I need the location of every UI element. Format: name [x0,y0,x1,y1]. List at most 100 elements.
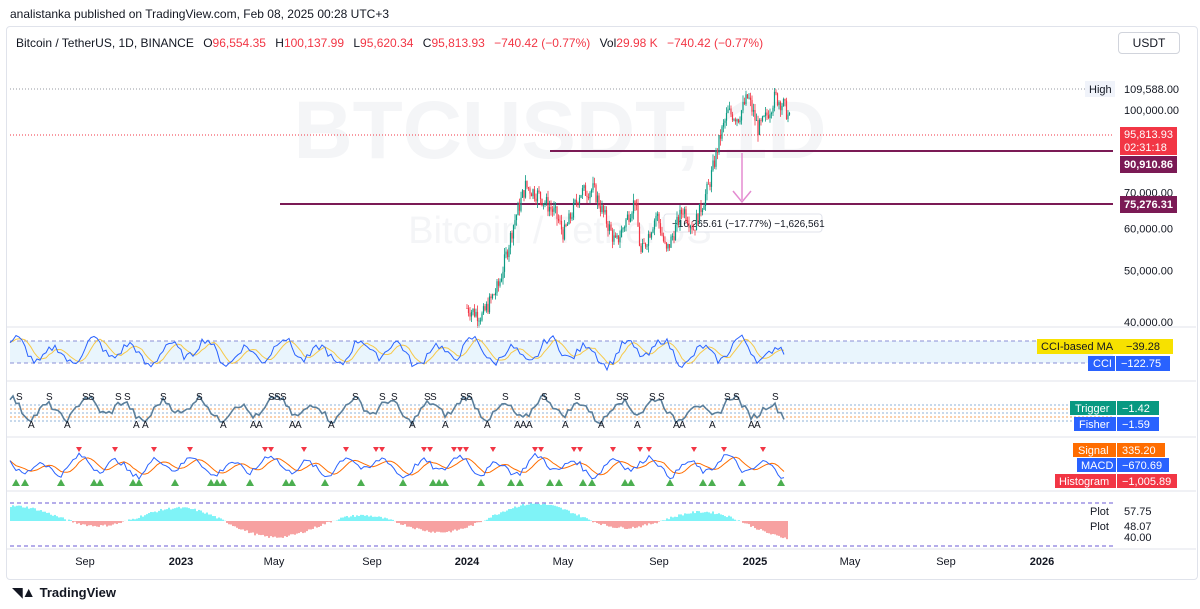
fisher-label: Fisher [1079,419,1110,431]
osc-bar [728,515,730,521]
macd-sell-triangle [427,447,433,452]
osc-bar [364,515,366,521]
candle-body [502,271,504,279]
fisher-buy-marker: A [634,420,641,431]
osc-bar [530,503,532,521]
fisher-sell-marker: S [772,392,779,403]
chart-frame [6,26,1198,580]
candle-body [698,203,701,224]
osc-bar [52,515,54,521]
osc-bar [430,521,432,533]
osc-bar [630,521,632,529]
candle-body [694,229,696,231]
osc-bar [354,516,356,521]
fisher-buy-marker: A [748,420,755,431]
osc-bar [122,521,124,522]
osc-bar [520,505,522,521]
candle-body [769,114,771,119]
osc-bar [434,521,436,533]
candle-body [520,197,522,211]
tradingview-logo-icon: ◥▲ [12,584,36,600]
candle-body [673,236,675,241]
candle-body [482,306,485,314]
candle-body [760,120,762,121]
candle-body [590,189,593,193]
osc-bar [760,521,762,530]
osc-bar [200,510,202,521]
osc-bar [226,521,228,523]
osc-bar [466,521,468,528]
osc-bar [282,521,284,538]
osc-bar [360,514,362,521]
currency-button[interactable]: USDT [1118,32,1180,54]
osc-bar [526,504,528,521]
candle-body [542,203,545,206]
osc-bar [398,521,400,524]
osc-bar [338,519,340,521]
osc-bar [550,504,552,521]
candle-body [772,107,774,114]
candle-body [740,110,743,121]
macd-buy-triangle [21,479,29,486]
osc-bar [510,508,512,521]
candle-body [634,200,636,206]
osc-bar [24,507,26,521]
osc-bar [470,521,472,526]
osc-bar [714,514,716,521]
cci-band [10,341,1113,363]
osc-bar [472,521,474,526]
legend-volume-label: Vol [599,36,617,50]
osc-bar [640,521,642,528]
osc-bar [678,514,680,521]
candle-body [557,218,560,221]
macd-signal-label-box [1073,443,1116,457]
osc-bar [84,521,86,525]
osc-bar [512,508,514,521]
osc-bar [646,521,648,526]
legend-symbol[interactable]: Bitcoin / TetherUS, 1D, BINANCE [16,36,194,50]
osc-bar [402,521,404,525]
time-tick-label: 2023 [169,556,193,568]
candle-body [548,207,551,212]
osc-bar [604,521,606,524]
fisher-sell-marker: S [541,392,548,403]
time-tick-label: Sep [936,556,956,568]
candle-body [779,102,782,111]
osc-bar [656,521,658,524]
macd-buy-triangle [288,479,296,486]
osc-bar [46,512,48,521]
candle-body [599,206,602,213]
candle-body [509,232,512,248]
macd-buy-triangle [171,479,179,486]
macd-sell-triangle [301,447,307,452]
candle-body [710,170,713,187]
osc-bar [296,521,298,534]
osc-bar [68,519,70,521]
osc-bar [194,508,196,521]
osc-bar [626,521,628,529]
osc-bar [560,507,562,521]
candle-body [692,229,695,231]
footer-brand[interactable]: ◥▲ TradingView [12,584,116,601]
candle-body [530,193,533,197]
candle-body [643,243,645,244]
osc-bar [82,521,84,525]
time-tick-label: May [264,556,285,568]
osc-bar [14,506,16,521]
osc-bar [690,513,692,521]
osc-bar [250,521,252,533]
candle-body [584,185,587,196]
osc-bar [206,512,208,521]
osc-bar [694,513,696,521]
osc-bar [506,510,508,521]
candle-body [596,195,599,203]
osc-bar [750,521,752,527]
candle-body [476,311,479,322]
candle-body [706,183,708,195]
candle-body [598,195,600,207]
candle-body [716,150,719,153]
candle-body [578,197,581,205]
candle-body [671,236,674,238]
candle-body [764,112,767,117]
